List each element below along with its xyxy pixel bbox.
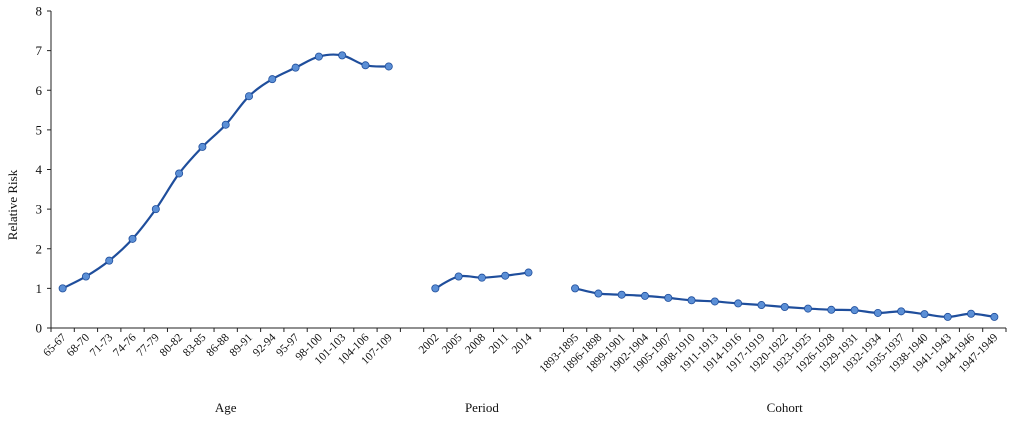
data-point <box>268 75 277 84</box>
x-tick-label: 68-70 <box>65 331 93 359</box>
data-point <box>384 62 393 71</box>
y-tick-label: 6 <box>36 83 43 98</box>
data-point <box>221 120 230 129</box>
x-tick-label: 86-88 <box>204 331 232 359</box>
data-point <box>314 52 323 61</box>
y-tick-label: 5 <box>36 122 43 137</box>
x-tick-label: 83-85 <box>181 331 209 359</box>
data-point <box>850 306 859 315</box>
data-point <box>454 272 463 281</box>
x-tick-label: 2011 <box>487 331 512 356</box>
data-point <box>710 297 719 306</box>
data-point <box>501 271 510 280</box>
series-lines <box>58 51 999 321</box>
group-label-age: Age <box>215 400 237 415</box>
data-point <box>943 312 952 321</box>
data-point <box>151 205 160 214</box>
series-line-age <box>62 53 389 290</box>
data-point <box>58 284 67 293</box>
data-point <box>664 293 673 302</box>
group-label-period: Period <box>465 400 499 415</box>
x-tick-label: 2005 <box>440 331 465 356</box>
axes <box>50 11 1006 329</box>
x-tick-label: 92-94 <box>251 331 279 359</box>
data-point <box>477 273 486 282</box>
data-point <box>827 305 836 314</box>
data-point <box>128 234 137 243</box>
data-point <box>687 296 696 305</box>
data-point <box>244 92 253 101</box>
data-point <box>198 142 207 151</box>
y-tick-label: 2 <box>36 241 43 256</box>
data-point <box>734 299 743 308</box>
y-tick-label: 8 <box>36 4 43 19</box>
data-point <box>617 290 626 299</box>
x-tick-label: 77-79 <box>134 331 162 359</box>
data-point <box>81 272 90 281</box>
group-labels: Age Period Cohort <box>215 400 803 415</box>
data-point <box>640 291 649 300</box>
y-axis-ticks: 0 1 2 3 4 5 6 7 8 <box>36 4 51 336</box>
data-point <box>431 284 440 293</box>
y-tick-label: 7 <box>36 43 43 58</box>
data-point <box>804 304 813 313</box>
data-point <box>571 284 580 293</box>
x-tick-label: 2014 <box>510 331 535 356</box>
data-point <box>967 309 976 318</box>
data-point <box>338 51 347 60</box>
y-tick-label: 3 <box>36 202 43 217</box>
data-point <box>291 63 300 72</box>
data-point <box>780 302 789 311</box>
x-tick-label: 2008 <box>463 331 488 356</box>
x-tick-label: 65-67 <box>41 331 69 359</box>
x-tick-label: 2002 <box>417 331 442 356</box>
x-tick-label: 71-73 <box>88 331 116 359</box>
x-axis-ticks: 65-6768-7071-7374-7677-7980-8283-8586-88… <box>41 328 1007 375</box>
data-point <box>873 308 882 317</box>
y-tick-label: 0 <box>36 321 43 336</box>
data-point <box>920 310 929 319</box>
x-tick-label: 89-91 <box>228 331 256 359</box>
data-point <box>105 256 114 265</box>
group-label-cohort: Cohort <box>767 400 804 415</box>
data-point <box>175 169 184 178</box>
data-point <box>361 61 370 70</box>
data-point <box>757 301 766 310</box>
data-point <box>990 312 999 321</box>
data-point <box>524 268 533 277</box>
series-line-cohort <box>574 287 995 319</box>
data-point <box>594 289 603 298</box>
y-axis-label: Relative Risk <box>5 169 20 240</box>
x-tick-label: 80-82 <box>158 331 186 359</box>
y-tick-label: 4 <box>36 162 43 177</box>
x-tick-label: 74-76 <box>111 331 139 359</box>
y-tick-label: 1 <box>36 281 43 296</box>
data-point <box>897 307 906 316</box>
